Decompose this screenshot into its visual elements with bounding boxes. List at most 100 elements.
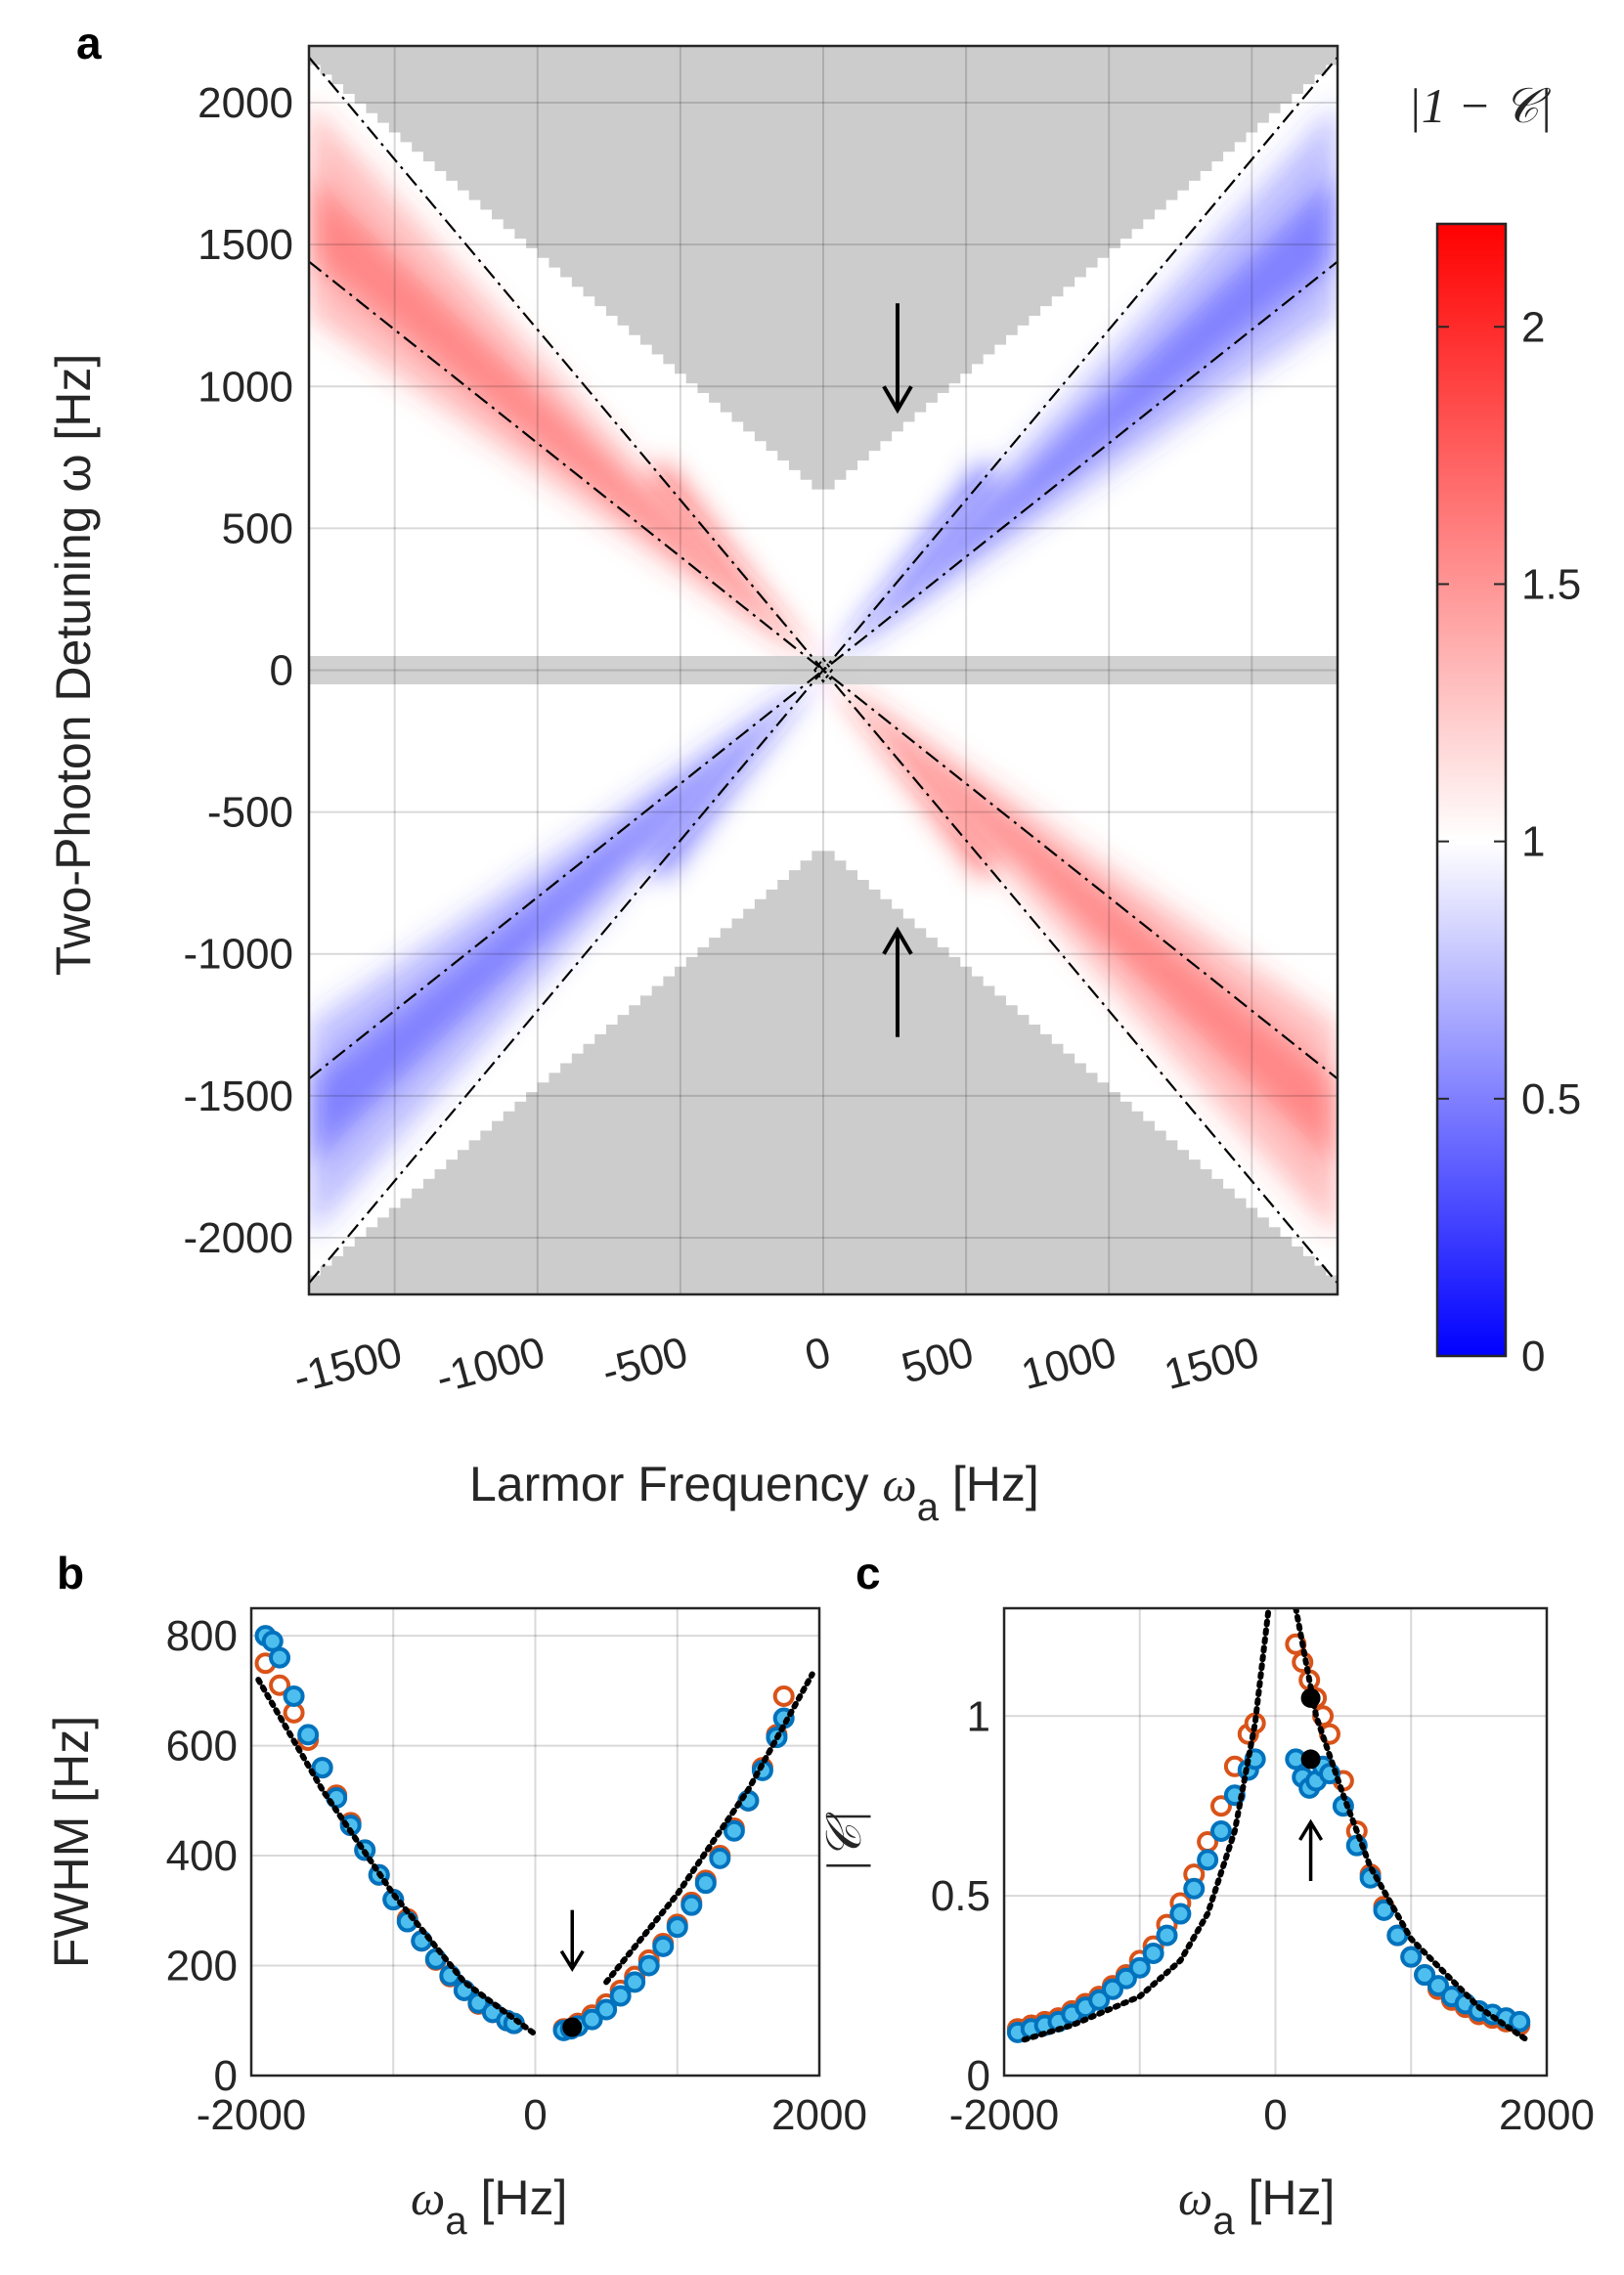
heatmap-band-blue-ur	[823, 103, 1338, 671]
heatmap-ytick-label: 500	[222, 504, 293, 552]
fwhm-fit-line	[603, 1671, 815, 1986]
fwhm-point-orange	[772, 1684, 795, 1707]
heatmap-xtick-label: -500	[597, 1328, 693, 1396]
coherence-point-blue	[1427, 1975, 1449, 1997]
heatmap-xtick-label: 1500	[1160, 1328, 1264, 1399]
colorbar-tick-label: 1.5	[1521, 560, 1581, 608]
arrow-head	[1298, 1818, 1324, 1841]
fwhm-point-blue	[723, 1819, 745, 1842]
colorbar: 0 0.5 1 1.5 2 |1 − 𝒞|	[1408, 78, 1581, 1380]
coherence-xtick-label: 0	[1263, 2091, 1287, 2139]
heatmap-ytick-label: 1000	[198, 363, 293, 411]
heatmap-band-blue-ll-core	[309, 676, 818, 1167]
coherence-point-blue	[1197, 1849, 1219, 1871]
origin-marker	[812, 657, 834, 683]
fwhm-point-blue	[609, 1985, 632, 2007]
panel-label-a: a	[76, 18, 102, 68]
fwhm-fit-line	[255, 1677, 539, 2037]
heatmap-xtick-label: -1500	[288, 1328, 407, 1402]
coherence-point-blue	[1102, 1978, 1123, 2000]
heatmap-xtick-label: 500	[897, 1328, 979, 1392]
coherence-point-blue	[1128, 1956, 1151, 1979]
fwhm-point-blue	[680, 1894, 703, 1916]
heatmap-ytick-label: 1500	[198, 221, 293, 269]
coherence-point-blue	[1400, 1946, 1423, 1968]
heatmap-panel: -2000 -1500 -1000 -500 0 500 1000 1500 2000 -1500…	[46, 44, 1339, 1529]
coherence-ylabel: |𝒞|	[816, 1811, 871, 1873]
arrow-head	[882, 385, 913, 415]
heatmap-band-red-lr-core	[828, 676, 1338, 1167]
heatmap-ytick-label: -2000	[183, 1214, 293, 1262]
fwhm-point-blue	[666, 1916, 688, 1939]
colorbar-tick-label: 0.5	[1521, 1075, 1581, 1123]
heatmap-ytick-label: 2000	[198, 79, 293, 127]
coherence-panel: 00.51-2000 0 2000 ωa [Hz] |𝒞|	[816, 1606, 1595, 2243]
coherence-point-blue	[1210, 1819, 1232, 1842]
fwhm-ytick-label: 400	[166, 1832, 238, 1880]
panel-label-c: c	[856, 1548, 881, 1598]
heatmap-ylabel: Two-Photon Detuning ω [Hz]	[46, 354, 101, 977]
heatmap-band-red-ul	[309, 103, 823, 671]
arrow-head	[882, 926, 913, 955]
coherence-point-blue	[1414, 1964, 1436, 1987]
fwhm-ytick-label: 600	[166, 1723, 238, 1771]
fwhm-point-blue	[283, 1684, 305, 1707]
coherence-highlight-point	[1300, 1687, 1321, 1708]
heatmap-xtick-label: 1000	[1017, 1328, 1121, 1399]
fwhm-xtick-label: -2000	[197, 2091, 307, 2139]
heatmap-core-red-2	[823, 670, 995, 881]
coherence-xtick-label: -2000	[949, 2091, 1060, 2139]
coherence-fit-line	[1293, 1608, 1530, 2043]
fwhm-point-blue	[595, 1998, 618, 2021]
colorbar-title: |1 − 𝒞|	[1408, 78, 1553, 133]
coherence-point-blue	[1183, 1877, 1206, 1900]
fwhm-point-blue	[269, 1646, 291, 1669]
heatmap-xlabel: Larmor Frequency ωa [Hz]	[469, 1457, 1039, 1529]
fwhm-point-blue	[694, 1872, 717, 1895]
fwhm-point-orange	[269, 1674, 291, 1696]
heatmap-core-blue-1	[823, 459, 995, 671]
colorbar-tick-label: 0	[1521, 1333, 1545, 1380]
coherence-ytick-label: 0	[967, 2052, 990, 2100]
coherence-point-blue	[1115, 1967, 1137, 1990]
fwhm-point-blue	[581, 2008, 603, 2031]
fwhm-highlight-point	[562, 2017, 583, 2037]
coherence-arrow-up	[1298, 1818, 1324, 1881]
heatmap-xtick-label: 0	[800, 1328, 835, 1380]
guide-line-dashdot	[309, 56, 1338, 1285]
coherence-ytick-label: 1	[967, 1692, 990, 1740]
coherence-point-orange	[1210, 1795, 1232, 1817]
fwhm-ytick-label: 200	[166, 1943, 238, 1991]
fwhm-arrow-down	[559, 1909, 585, 1973]
fwhm-point-blue	[637, 1954, 660, 1977]
fwhm-ytick-label: 0	[214, 2052, 238, 2100]
fwhm-ylabel: FWHM [Hz]	[44, 1716, 99, 1968]
coherence-point-blue	[1169, 1903, 1192, 1925]
panel-label-b: b	[57, 1548, 84, 1598]
coherence-xlabel: ωa [Hz]	[1178, 2170, 1335, 2243]
masked-region-bottom	[309, 851, 1338, 1294]
colorbar-tick-label: 2	[1521, 303, 1545, 351]
arrow-down-annotation	[882, 303, 913, 415]
heatmap-xtick-label: -1000	[431, 1328, 549, 1402]
coherence-point-blue	[1386, 1924, 1409, 1947]
heatmap-band-blue-ur-core	[828, 173, 1338, 665]
heatmap-band-blue-ll	[309, 670, 823, 1238]
fwhm-point-blue	[652, 1935, 675, 1957]
fwhm-point-blue	[624, 1971, 646, 1993]
fwhm-ytick-label: 800	[166, 1612, 238, 1660]
coherence-point-blue	[1156, 1924, 1178, 1947]
fwhm-xtick-label: 2000	[771, 2091, 867, 2139]
coherence-point-blue	[1509, 2010, 1531, 2033]
guide-line-dashdot	[309, 260, 1338, 1080]
heatmap-ytick-label: -1000	[183, 931, 293, 979]
fwhm-point-blue	[709, 1847, 731, 1869]
arrow-up-annotation	[882, 926, 913, 1037]
colorbar-tick-label: 1	[1521, 818, 1545, 866]
coherence-point-blue	[1142, 1942, 1164, 1964]
arrow-head	[559, 1949, 585, 1973]
coherence-fit-line	[1021, 1608, 1272, 2043]
heatmap-ytick-label: 0	[270, 647, 293, 695]
